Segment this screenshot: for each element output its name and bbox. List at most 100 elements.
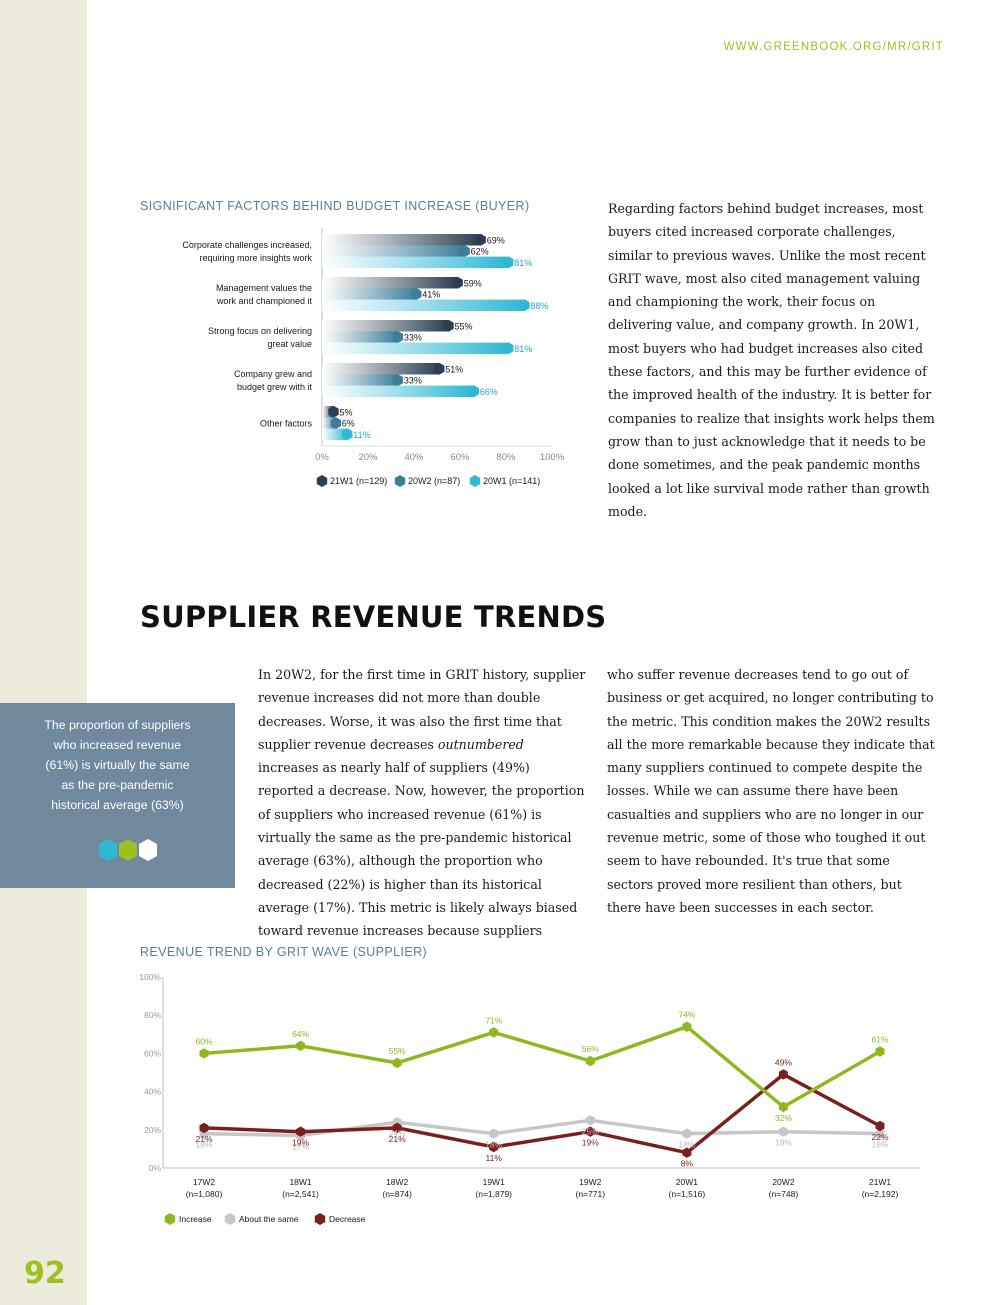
x-tick-label: 0% — [315, 452, 329, 463]
site-url[interactable]: WWW.GREENBOOK.ORG/MR/GRIT — [723, 41, 944, 53]
bar-value-label: 69% — [487, 235, 505, 245]
buyer-paragraph-text: Regarding factors behind budget increase… — [608, 201, 935, 519]
bar-end-hexagon — [342, 428, 353, 441]
bar — [322, 299, 525, 312]
buyer-chart-title: SIGNIFICANT FACTORS BEHIND BUDGET INCREA… — [140, 199, 530, 213]
bar-value-label: 5% — [340, 407, 353, 417]
data-label: 19% — [292, 1138, 309, 1148]
legend-label: About the same — [239, 1214, 299, 1224]
x-tick-label: (n=1,879) — [475, 1189, 512, 1199]
data-label: 24% — [389, 1128, 406, 1138]
data-label: 56% — [582, 1044, 599, 1054]
data-point-hexagon — [778, 1126, 788, 1137]
x-tick-label: 18W2 — [386, 1177, 408, 1187]
bar-value-label: 11% — [353, 430, 370, 440]
x-tick-label: 18W1 — [289, 1177, 311, 1187]
x-tick-label: 20W2 — [772, 1177, 794, 1187]
data-point-hexagon — [392, 1122, 402, 1134]
bar-end-hexagon — [503, 256, 514, 269]
y-tick-label: 60% — [144, 1048, 161, 1058]
bar-end-hexagon — [452, 276, 463, 289]
category-label: work and championed it — [216, 296, 313, 306]
data-label: 18% — [871, 1140, 888, 1150]
category-label: Strong focus on delivering — [208, 326, 312, 336]
x-tick-label: 20W1 — [676, 1177, 698, 1187]
data-point-hexagon — [682, 1021, 692, 1032]
data-point-hexagon — [489, 1141, 499, 1153]
x-tick-label: (n=874) — [382, 1189, 412, 1199]
bar-end-hexagon — [434, 362, 445, 375]
data-point-hexagon — [585, 1055, 595, 1067]
data-label: 18% — [678, 1140, 695, 1150]
x-tick-label: (n=748) — [769, 1189, 799, 1199]
bar-value-label: 33% — [404, 376, 422, 386]
section-heading: SUPPLIER REVENUE TRENDS — [140, 600, 607, 634]
legend-hexagon — [224, 1213, 236, 1225]
y-tick-label: 100% — [139, 972, 161, 982]
bar — [322, 374, 398, 386]
data-label: 21% — [195, 1134, 212, 1144]
data-point-hexagon — [489, 1027, 499, 1038]
buyer-paragraph: Regarding factors behind budget increase… — [608, 197, 938, 523]
x-tick-label: 19W1 — [483, 1177, 505, 1187]
data-point-hexagon — [489, 1128, 499, 1139]
category-label: budget grew with it — [237, 382, 313, 392]
series-line — [203, 1118, 881, 1138]
bar-value-label: 88% — [530, 301, 548, 311]
data-label: 55% — [389, 1046, 406, 1056]
bar — [322, 385, 474, 398]
bar — [322, 234, 481, 246]
data-point-hexagon — [199, 1122, 209, 1134]
data-point-hexagon — [199, 1048, 209, 1059]
bar — [322, 320, 449, 332]
series-line — [203, 1024, 881, 1109]
category-label: Corporate challenges increased, — [182, 240, 312, 250]
data-point-hexagon — [875, 1046, 885, 1057]
bar-value-label: 6% — [342, 419, 355, 429]
bar-end-hexagon — [392, 374, 404, 387]
bar-value-label: 51% — [445, 364, 463, 374]
data-label: 71% — [485, 1015, 502, 1025]
data-point-hexagon — [875, 1128, 885, 1139]
category-label: Company grew and — [234, 369, 312, 379]
bar — [322, 256, 509, 269]
bar-value-label: 59% — [464, 278, 482, 288]
data-label: 11% — [486, 1153, 503, 1163]
data-label: 19% — [775, 1138, 792, 1148]
y-tick-label: 80% — [144, 1010, 161, 1020]
data-label: 18% — [195, 1140, 212, 1150]
x-tick-label: (n=771) — [576, 1189, 606, 1199]
bar — [322, 277, 458, 289]
x-tick-label: (n=2,192) — [862, 1189, 899, 1199]
paragraph-emphasis: outnumbered — [437, 736, 524, 752]
left-margin-band — [0, 0, 87, 1305]
x-tick-label: (n=1,080) — [186, 1189, 223, 1199]
data-point-hexagon — [875, 1120, 885, 1132]
bar-value-label: 66% — [480, 387, 498, 397]
paragraph-text-before: In 20W2, for the first time in GRIT hist… — [258, 667, 586, 752]
data-label: 22% — [871, 1132, 888, 1142]
data-label: 32% — [775, 1113, 792, 1123]
legend-hexagon — [314, 1213, 326, 1225]
callout-box: The proportion of suppliers who increase… — [0, 703, 235, 888]
data-point-hexagon — [778, 1069, 788, 1080]
legend-label: 21W1 (n=129) — [330, 476, 387, 486]
bar-end-hexagon — [459, 245, 470, 257]
x-tick-label: 60% — [450, 452, 470, 463]
legend-hexagon — [164, 1213, 176, 1225]
hexagon-icon-blue — [99, 839, 117, 861]
bar-end-hexagon — [443, 319, 454, 332]
x-tick-label: 21W1 — [869, 1177, 891, 1187]
x-tick-label: 100% — [540, 452, 565, 463]
x-tick-label: 17W2 — [193, 1177, 215, 1187]
data-label: 49% — [775, 1057, 792, 1067]
bar — [322, 288, 417, 300]
supplier-paragraph-2-text: who suffer revenue decreases tend to go … — [607, 667, 935, 915]
supplier-paragraph-1-text: In 20W2, for the first time in GRIT hist… — [258, 663, 588, 943]
legend-label: Increase — [179, 1214, 212, 1224]
bar-end-hexagon — [411, 288, 422, 300]
series-line — [203, 1072, 881, 1155]
bar — [322, 331, 398, 343]
bar-value-label: 41% — [422, 290, 440, 300]
y-tick-label: 40% — [144, 1087, 161, 1097]
